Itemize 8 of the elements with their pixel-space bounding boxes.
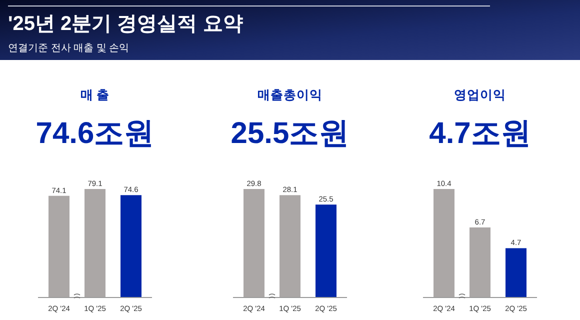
text: '25년 2분기 경영실적 요약 <box>8 13 243 35</box>
text: 연결기준 전사 매출 및 손익 <box>8 43 130 54</box>
chart-subtitle: 25.5조원 <box>230 117 350 150</box>
chart-title: 매출총이익 <box>258 88 322 102</box>
chart-subtitle: 74.6조원 <box>36 117 154 150</box>
chart-title: 영업이익 <box>454 88 506 102</box>
chart-subtitle: 4.7조원 <box>429 117 531 150</box>
chart-title: 매 출 <box>80 88 110 102</box>
